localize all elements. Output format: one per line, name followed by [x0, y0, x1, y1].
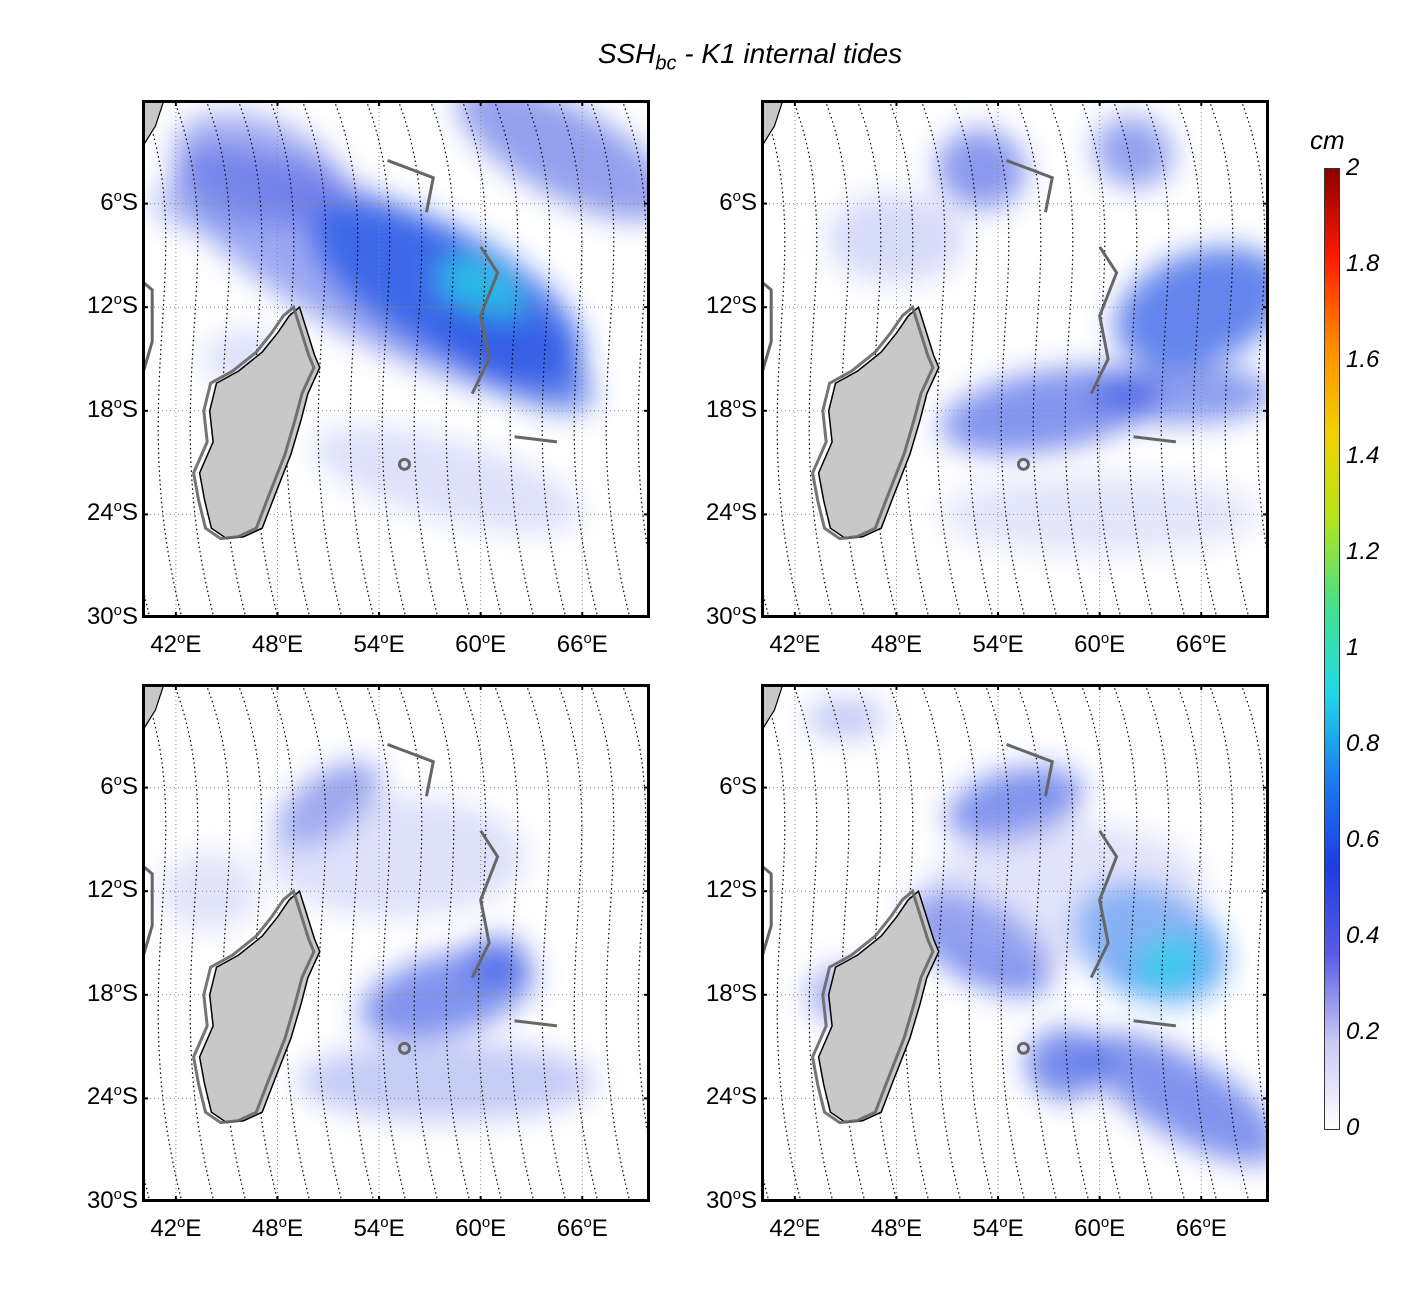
colorbar-tick-label: 1.4 [1346, 442, 1380, 469]
longitude-label: 54oE [353, 1214, 405, 1242]
shelf-contour [192, 304, 316, 541]
africa-coast [761, 280, 773, 377]
latitude-label: 6oS [100, 771, 138, 800]
longitude-label: 48oE [251, 630, 303, 658]
map-frame [142, 684, 650, 1202]
phase-contours [142, 684, 650, 1202]
latitude-label: 18oS [705, 978, 757, 1007]
longitude-label: 42oE [769, 630, 821, 658]
africa-coast [142, 864, 154, 961]
title-rest: - K1 internal tides [676, 38, 903, 69]
latitude-label: 12oS [86, 875, 138, 904]
ssh-amplitude-field [826, 116, 1269, 555]
latitude-label: 24oS [86, 1082, 138, 1111]
colorbar-unit: cm [1310, 125, 1345, 155]
latitude-label: 30oS [86, 602, 138, 630]
map-frame [142, 100, 650, 618]
shelf-contour [811, 304, 935, 541]
longitude-label: 60oE [455, 630, 507, 658]
latitude-label: 12oS [86, 291, 138, 320]
africa-coast [761, 864, 773, 961]
latitude-label: 12oS [705, 875, 757, 904]
colorbar-tick-label: 0 [1346, 1114, 1360, 1141]
longitude-label: 48oE [870, 630, 922, 658]
latitude-label: 24oS [705, 498, 757, 527]
colorbar-tick-label: 0.4 [1346, 922, 1380, 949]
madagascar-landmass [817, 889, 940, 1124]
map-panel-top-left [142, 100, 650, 618]
latitude-label: 6oS [719, 187, 757, 216]
longitude-label: 60oE [1074, 1214, 1126, 1242]
title-subscript: bc [655, 52, 677, 75]
mascarene-ridge-contour [1006, 159, 1177, 444]
map-panel-bottom-left [142, 684, 650, 1202]
latitude-label: 18oS [705, 394, 757, 423]
longitude-label: 42oE [150, 630, 202, 658]
map-svg [142, 100, 650, 618]
colorbar-tick-label: 2 [1346, 154, 1360, 181]
africa-landmass [142, 684, 165, 736]
map-frame [761, 684, 1269, 1202]
longitude-label: 60oE [455, 1214, 507, 1242]
latitude-label: 30oS [86, 1186, 138, 1214]
africa-coast [142, 280, 154, 377]
colorbar-tick-label: 1 [1346, 634, 1360, 661]
latitude-label: 18oS [86, 978, 138, 1007]
latitude-label: 18oS [86, 394, 138, 423]
colorbar-tick-label: 1.6 [1346, 346, 1380, 373]
title-main: SSH [597, 38, 656, 69]
longitude-label: 42oE [769, 1214, 821, 1242]
longitude-label: 66oE [556, 1214, 608, 1242]
longitude-label: 54oE [353, 630, 405, 658]
map-svg [142, 684, 650, 1202]
colorbar-tick-label: 1.2 [1346, 538, 1380, 565]
africa-landmass [761, 100, 784, 152]
latitude-label: 24oS [86, 498, 138, 527]
colorbar [1324, 168, 1340, 1130]
reunion-island [397, 1041, 411, 1055]
reunion-island [1016, 457, 1030, 471]
latitude-label: 6oS [100, 187, 138, 216]
mascarene-ridge-contour [387, 743, 558, 1028]
mascarene-ridge-contour [387, 159, 558, 444]
map-svg [761, 684, 1269, 1202]
map-frame [761, 100, 1269, 618]
map-svg [761, 100, 1269, 618]
longitude-label: 66oE [1175, 630, 1227, 658]
map-panel-top-right [761, 100, 1269, 618]
longitude-label: 54oE [972, 1214, 1024, 1242]
reunion-island [397, 457, 411, 471]
africa-landmass [761, 684, 784, 736]
madagascar-landmass [817, 305, 940, 540]
longitude-label: 66oE [556, 630, 608, 658]
madagascar-landmass [198, 889, 321, 1124]
mascarene-ridge-contour [1006, 743, 1177, 1028]
colorbar-tick-label: 0.2 [1346, 1018, 1380, 1045]
africa-landmass [142, 100, 165, 152]
longitude-label: 54oE [972, 630, 1024, 658]
shelf-contour [811, 888, 935, 1125]
longitude-label: 48oE [870, 1214, 922, 1242]
longitude-label: 42oE [150, 1214, 202, 1242]
colorbar-tick-label: 1.8 [1346, 250, 1380, 277]
madagascar-landmass [198, 305, 321, 540]
latitude-label: 6oS [719, 771, 757, 800]
latitude-label: 24oS [705, 1082, 757, 1111]
latitude-label: 30oS [705, 1186, 757, 1214]
longitude-label: 60oE [1074, 630, 1126, 658]
figure-title: SSHbc - K1 internal tides [0, 38, 1406, 76]
map-panel-bottom-right [761, 684, 1269, 1202]
latitude-label: 12oS [705, 291, 757, 320]
colorbar-tick-label: 0.8 [1346, 730, 1380, 757]
latitude-label: 30oS [705, 602, 757, 630]
colorbar-tick-label: 0.6 [1346, 826, 1380, 853]
longitude-label: 48oE [251, 1214, 303, 1242]
graticule [142, 684, 650, 1202]
longitude-label: 66oE [1175, 1214, 1227, 1242]
reunion-island [1016, 1041, 1030, 1055]
shelf-contour [192, 888, 316, 1125]
